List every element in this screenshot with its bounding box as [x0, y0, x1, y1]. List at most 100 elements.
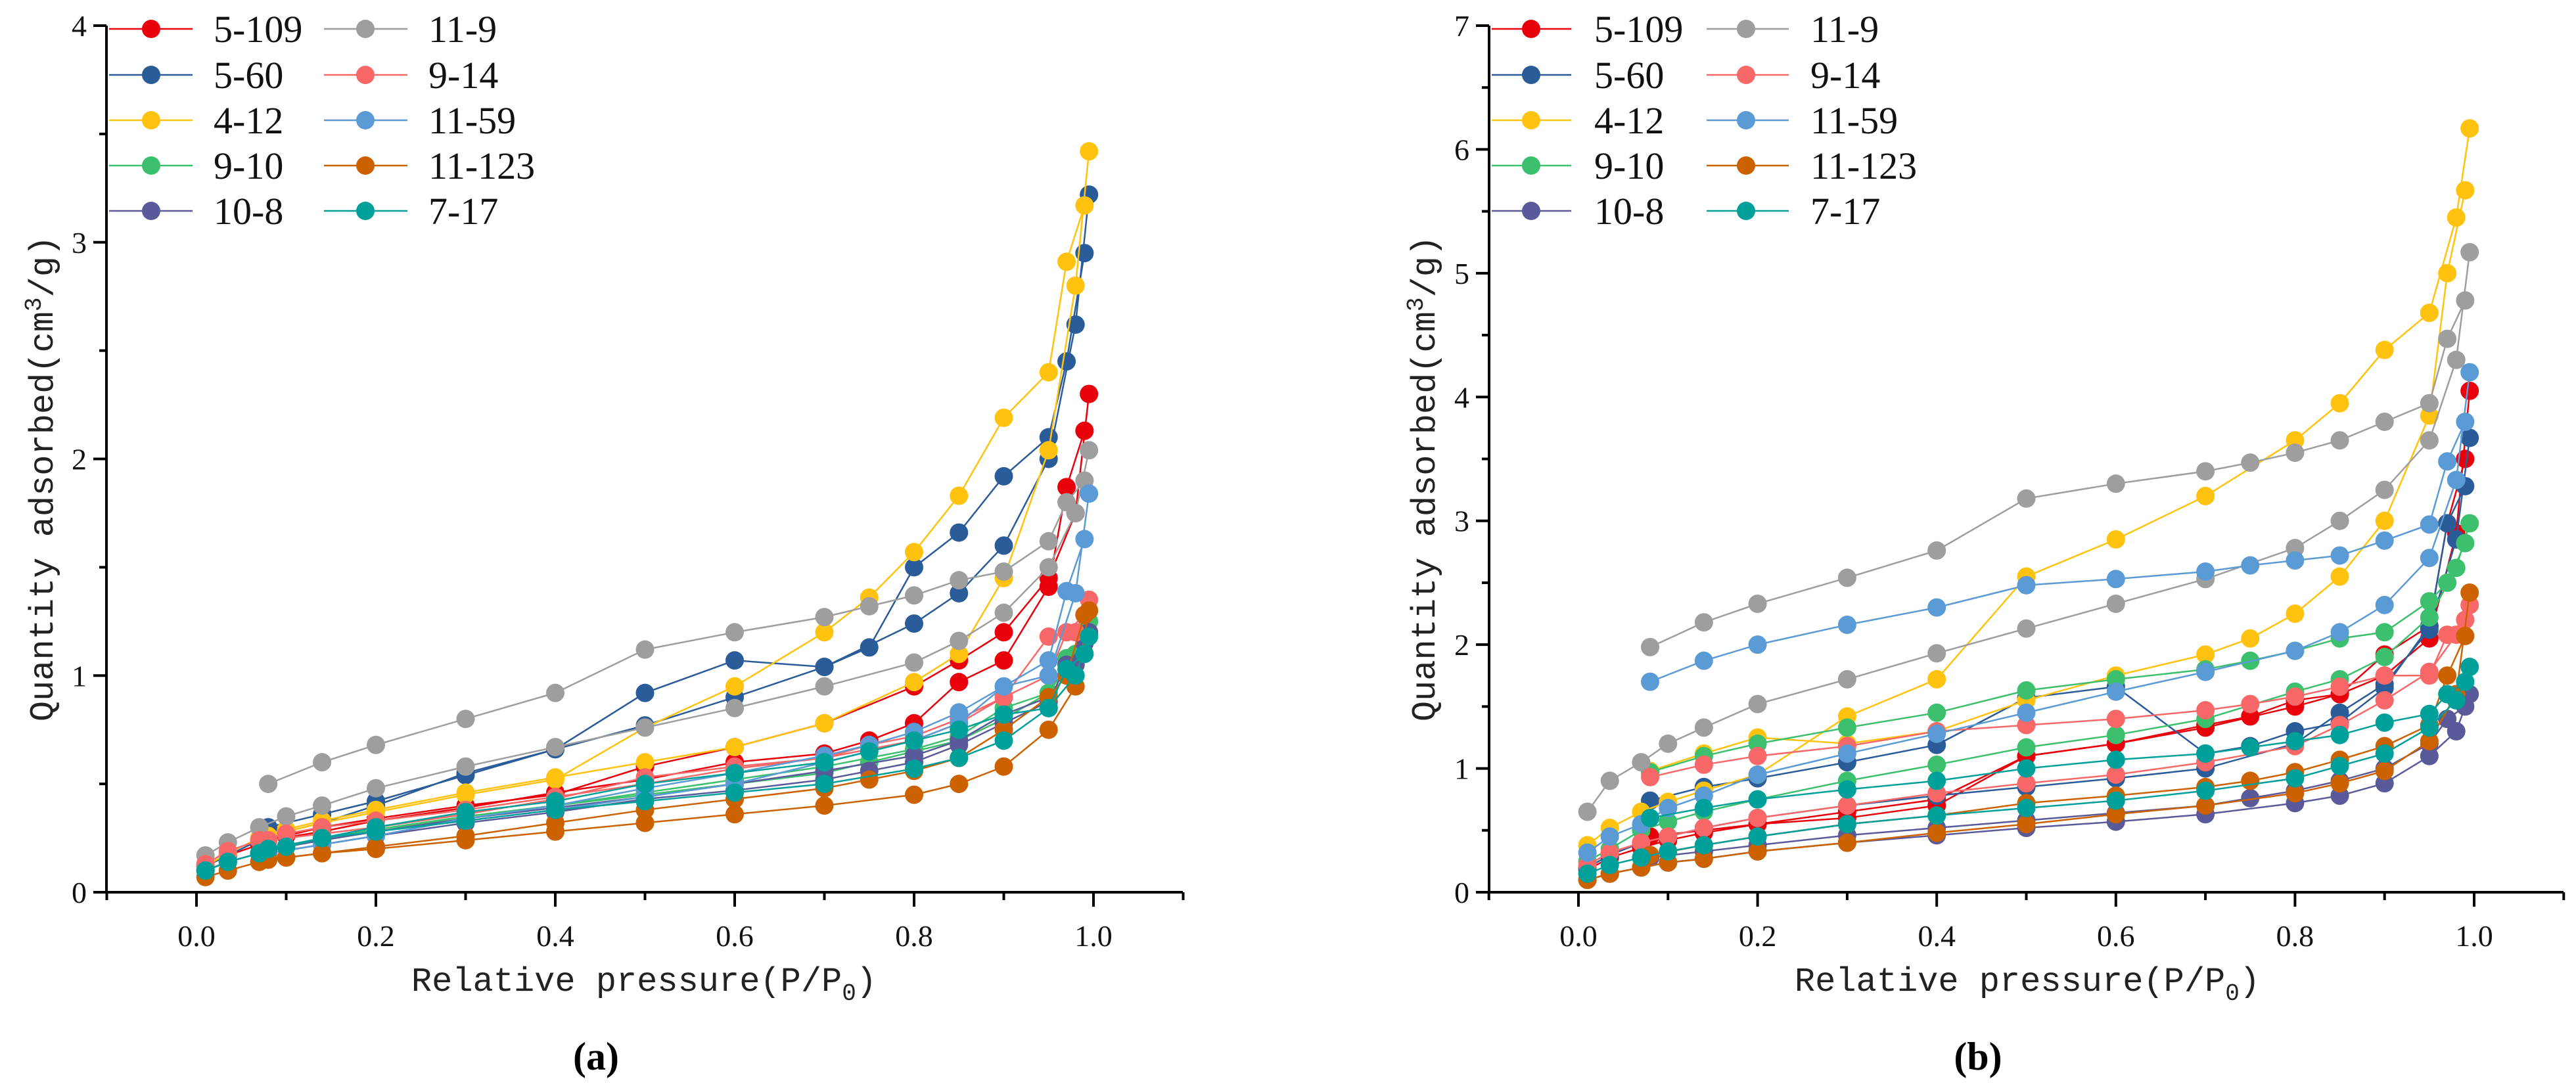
- data-point: [2196, 662, 2215, 681]
- data-point: [2017, 703, 2036, 722]
- y-axis-label: Quantity adsorbed(cm3/g): [1403, 236, 1445, 721]
- y-tick-label: 2: [72, 443, 87, 476]
- data-point: [2017, 489, 2036, 508]
- x-axis-label: Relative pressure(P/P0): [1795, 963, 2260, 1007]
- data-point: [2196, 744, 2215, 763]
- data-point: [1837, 796, 1856, 815]
- data-point: [725, 651, 744, 670]
- data-point: [2330, 677, 2349, 696]
- data-point: [2286, 769, 2305, 788]
- legend-item: 7-17: [1707, 190, 1880, 233]
- data-point: [950, 523, 969, 542]
- data-point: [1748, 694, 1767, 714]
- data-point: [1694, 836, 1713, 855]
- data-point: [1837, 833, 1856, 852]
- data-point: [1748, 594, 1767, 613]
- x-tick-label: 0.8: [2276, 919, 2314, 953]
- data-point: [2447, 208, 2466, 227]
- data-point: [1578, 843, 1597, 862]
- y-tick-label: 1: [72, 659, 87, 693]
- data-point: [2286, 443, 2305, 463]
- data-point: [2375, 713, 2394, 732]
- data-point: [2375, 691, 2394, 710]
- desorption-line: [1649, 300, 2466, 648]
- data-point: [635, 775, 655, 794]
- data-point: [2106, 805, 2125, 824]
- data-point: [2106, 530, 2125, 549]
- data-point: [635, 683, 655, 702]
- legend-label: 11-9: [428, 8, 497, 51]
- data-point: [250, 818, 269, 837]
- data-point: [1039, 651, 1058, 670]
- data-point: [905, 614, 923, 633]
- data-point: [635, 813, 655, 832]
- data-point: [2330, 511, 2349, 530]
- data-point: [367, 818, 385, 837]
- data-point: [2438, 710, 2457, 729]
- data-point: [2286, 641, 2305, 660]
- data-point: [815, 658, 834, 677]
- data-point: [1632, 848, 1651, 867]
- x-tick-label: 0.2: [1739, 919, 1777, 953]
- data-point: [2456, 412, 2475, 431]
- data-point: [2420, 666, 2439, 685]
- data-point: [546, 738, 564, 757]
- legend-label: 11-123: [1810, 145, 1917, 187]
- data-point: [277, 807, 296, 826]
- y-tick-label: 4: [1454, 380, 1469, 414]
- legend-item: 9-10: [1492, 145, 1664, 187]
- data-point: [725, 623, 744, 642]
- legend-marker: [1737, 202, 1755, 220]
- data-point: [1927, 598, 1946, 617]
- data-point: [1075, 645, 1094, 664]
- panel-label: (a): [573, 1035, 619, 1078]
- data-point: [2330, 394, 2349, 413]
- legend-label: 7-17: [1810, 190, 1880, 233]
- legend-item: 4-12: [1492, 99, 1664, 142]
- x-tick-label: 0.0: [177, 919, 216, 953]
- data-point: [2438, 685, 2457, 704]
- data-point: [1075, 530, 1094, 549]
- data-point: [635, 792, 655, 811]
- y-tick-label: 2: [1454, 628, 1469, 662]
- data-point: [2286, 604, 2305, 624]
- data-point: [950, 775, 969, 794]
- data-point: [1641, 637, 1660, 656]
- data-point: [2438, 625, 2457, 645]
- data-point: [1075, 605, 1094, 624]
- data-point: [2375, 480, 2394, 499]
- data-point: [2456, 626, 2475, 645]
- y-tick-label: 1: [1454, 752, 1469, 786]
- data-point: [1927, 670, 1946, 689]
- legend-marker: [142, 202, 160, 220]
- y-tick-label: 0: [1454, 876, 1469, 909]
- data-point: [2330, 725, 2349, 744]
- data-point: [2106, 710, 2125, 729]
- legend-item: 9-14: [1707, 54, 1880, 97]
- data-point: [367, 779, 385, 798]
- data-point: [2420, 549, 2439, 568]
- data-point: [259, 775, 278, 794]
- data-point: [546, 770, 564, 789]
- legend-label: 11-59: [1810, 99, 1898, 142]
- data-point: [2375, 595, 2394, 614]
- data-point: [994, 651, 1013, 670]
- legend-marker: [142, 156, 160, 175]
- data-point: [456, 827, 475, 846]
- y-tick-label: 6: [1454, 133, 1469, 166]
- data-point: [950, 703, 969, 722]
- legend-label: 5-60: [214, 54, 283, 97]
- data-point: [1694, 798, 1713, 817]
- data-point: [905, 543, 923, 562]
- data-point: [2438, 263, 2457, 283]
- y-tick-label: 7: [1454, 9, 1469, 43]
- data-point: [2196, 487, 2215, 506]
- y-tick-label: 5: [1454, 257, 1469, 290]
- data-point: [2460, 583, 2479, 602]
- data-point: [905, 760, 923, 779]
- data-point: [1694, 755, 1713, 774]
- data-point: [994, 536, 1013, 555]
- legend-marker: [356, 20, 375, 38]
- data-point: [2106, 765, 2125, 784]
